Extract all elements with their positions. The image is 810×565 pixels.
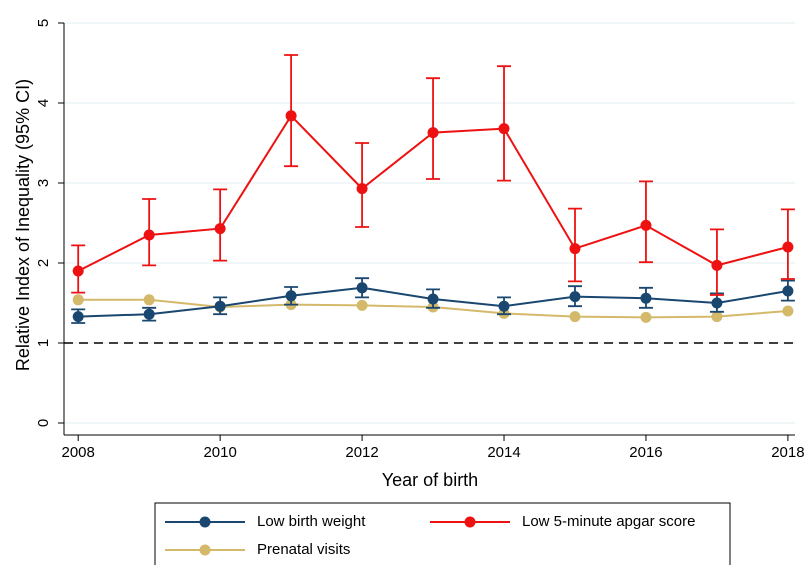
marker [569,291,581,303]
legend-box [154,502,731,565]
legend-marker [199,544,211,556]
marker [569,311,581,323]
y-tick-label: 2 [35,259,52,267]
legend-label: Low birth weight [257,513,366,530]
y-tick-label: 4 [35,99,52,107]
marker [427,293,439,305]
marker [498,123,510,135]
marker [143,294,155,306]
x-tick-label: 2008 [62,444,95,461]
legend-label: Prenatal visits [257,541,350,558]
marker [72,311,84,323]
marker [356,183,368,195]
marker [640,311,652,323]
x-tick-label: 2012 [345,444,378,461]
marker [356,299,368,311]
y-tick-label: 3 [35,179,52,187]
legend-label: Low 5-minute apgar score [522,513,695,530]
marker [356,282,368,294]
marker [285,110,297,122]
y-tick-label: 1 [35,339,52,347]
marker [427,127,439,139]
marker [640,219,652,231]
marker [214,300,226,312]
marker [72,265,84,277]
x-tick-label: 2016 [629,444,662,461]
legend-marker [464,516,476,528]
y-axis-title: Relative Index of Inequality (95% CI) [13,79,33,371]
marker [143,308,155,320]
legend-marker [199,516,211,528]
x-axis-title: Year of birth [382,470,478,490]
x-tick-label: 2018 [771,444,804,461]
y-tick-label: 5 [35,19,52,27]
marker [214,223,226,235]
marker [569,243,581,255]
x-tick-label: 2010 [203,444,236,461]
marker [782,305,794,317]
marker [711,297,723,309]
x-tick-label: 2014 [487,444,520,461]
marker [498,300,510,312]
marker [72,294,84,306]
marker [285,290,297,302]
marker [782,285,794,297]
marker [711,259,723,271]
marker [143,229,155,241]
marker [711,311,723,323]
y-tick-label: 0 [35,419,52,427]
marker [782,241,794,253]
marker [640,292,652,304]
